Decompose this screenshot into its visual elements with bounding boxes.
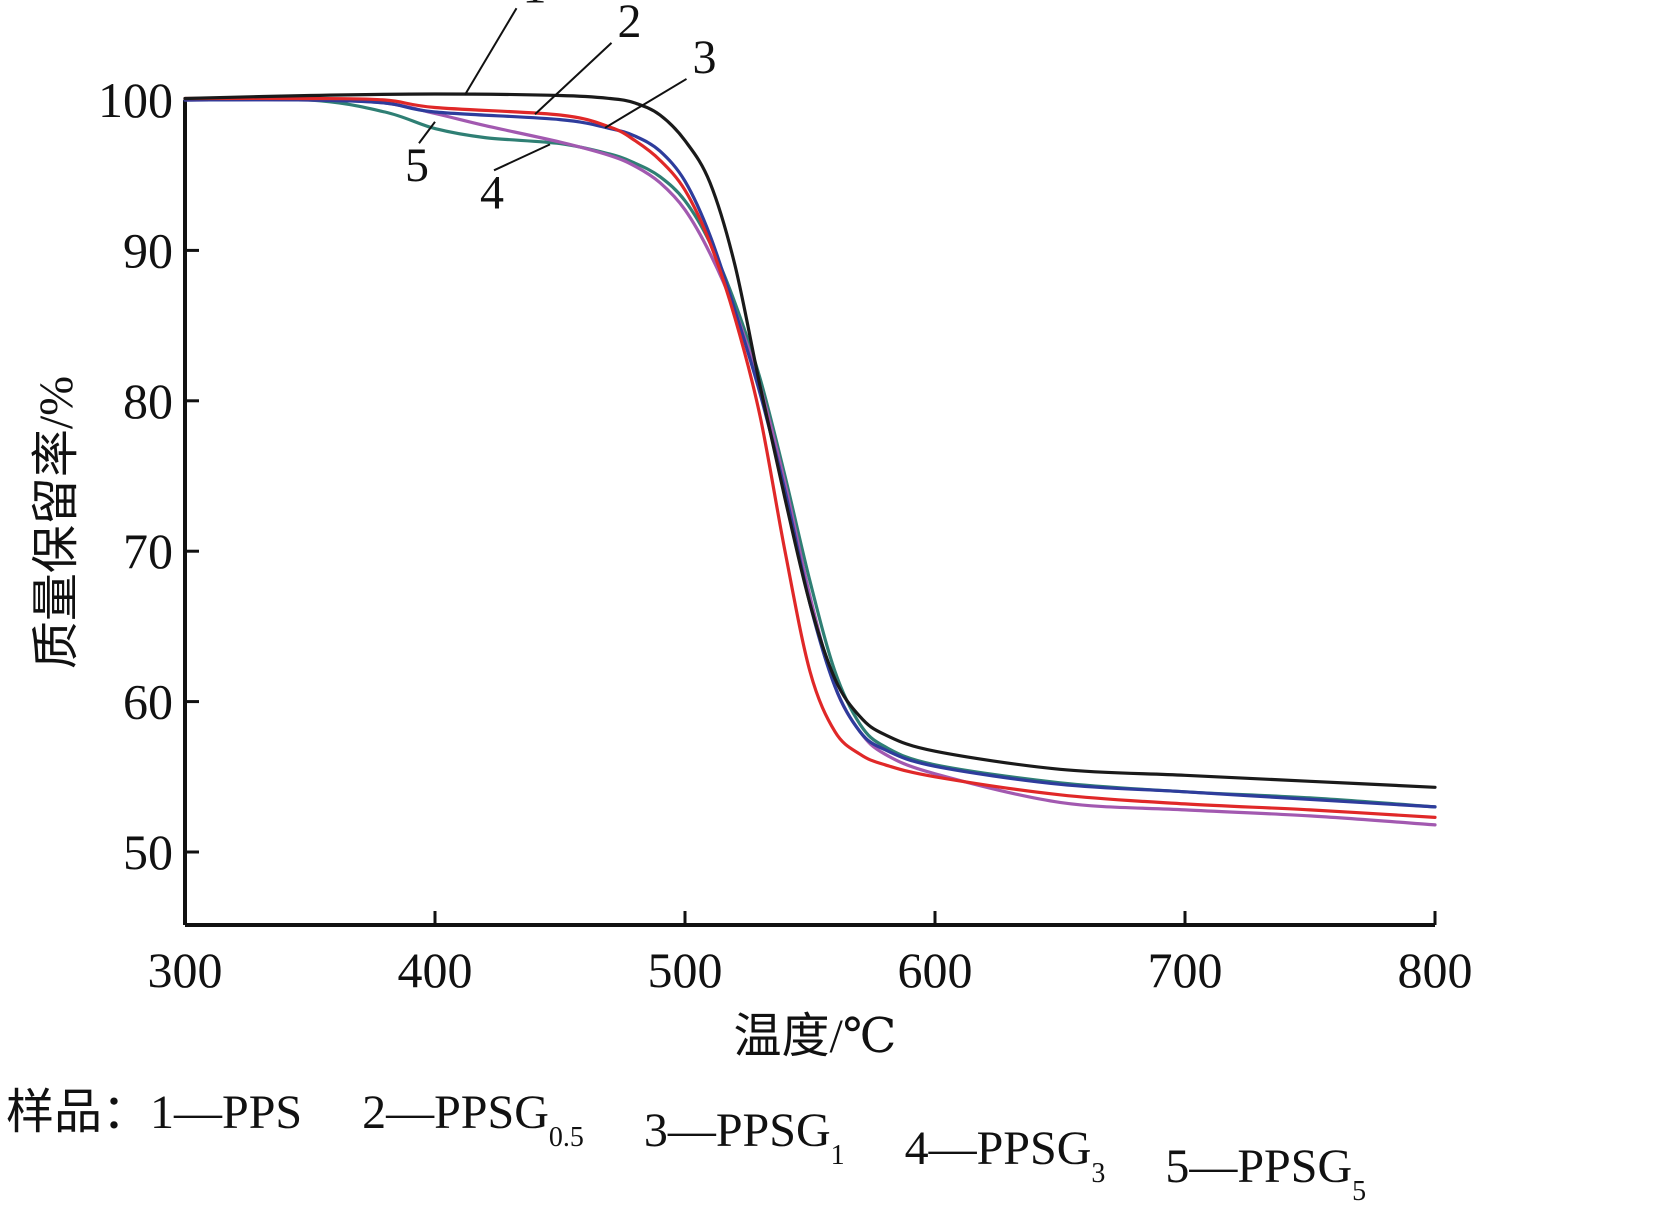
axes: 300 400 500 600 700 800 50 60 70 80 90 100 — [98, 72, 1473, 998]
x-axis-title: 温度/℃ — [733, 1010, 896, 1063]
curve-label-leader — [534, 42, 613, 116]
curve-label-1: 1 — [523, 0, 547, 13]
legend-entry-2: 2—PPSG — [362, 1086, 549, 1139]
legend-entry-subscript: 3 — [1091, 1158, 1105, 1189]
legend-entry-1: 1—PPS — [150, 1086, 302, 1139]
series-1-line — [183, 92, 1437, 789]
y-axis-title: 质量保留率/% — [30, 376, 83, 669]
series-4-line — [183, 97, 1437, 809]
curve-label-leader — [464, 7, 518, 96]
legend: 样品：1—PPS 2—PPSG0.5 3—PPSG1 4—PPSG3 5—PPSG5 — [6, 1086, 1366, 1207]
y-tick-label: 80 — [123, 373, 173, 429]
legend-entry-subscript: 1 — [831, 1140, 845, 1171]
series-3-line — [183, 98, 1437, 809]
legend-entry-subscript: 0.5 — [549, 1122, 584, 1153]
y-tick-label: 90 — [123, 222, 173, 278]
curve-label-leader — [493, 143, 551, 172]
series-2-line — [183, 96, 1437, 819]
x-tick-label: 300 — [148, 942, 223, 998]
x-tick-label: 700 — [1148, 942, 1223, 998]
y-tick-label: 50 — [123, 824, 173, 880]
legend-entry-4: 4—PPSG — [905, 1122, 1092, 1175]
legend-entry-3: 3—PPSG — [644, 1104, 831, 1157]
curve-label-2: 2 — [618, 0, 642, 48]
x-tick-label: 800 — [1398, 942, 1473, 998]
y-tick-label: 100 — [98, 72, 173, 128]
curve-label-4: 4 — [480, 166, 504, 219]
y-tick-label: 60 — [123, 674, 173, 730]
curve-label-leader — [604, 78, 688, 129]
series-5-line — [183, 98, 1437, 827]
x-tick-label: 600 — [898, 942, 973, 998]
curve-label-leader — [418, 121, 436, 144]
legend-entry-subscript: 5 — [1352, 1176, 1366, 1207]
y-tick-label: 70 — [123, 523, 173, 579]
series-group — [183, 92, 1437, 827]
legend-prefix: 样品： — [6, 1086, 150, 1139]
curve-label-5: 5 — [405, 139, 429, 192]
x-tick-label: 500 — [648, 942, 723, 998]
curve-labels: 1 2 3 45 — [405, 0, 717, 219]
x-tick-label: 400 — [398, 942, 473, 998]
legend-entry-5: 5—PPSG — [1165, 1140, 1352, 1193]
curve-label-3: 3 — [693, 31, 717, 84]
